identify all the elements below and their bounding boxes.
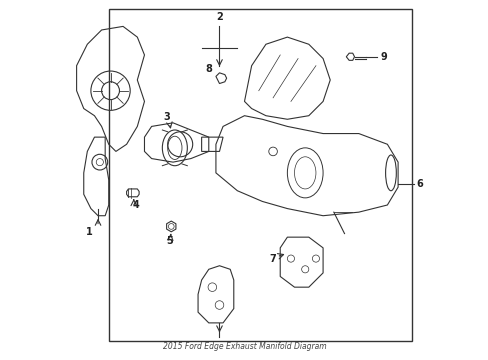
Bar	[108, 9, 411, 341]
Text: 4: 4	[132, 200, 139, 210]
Text: 6: 6	[416, 179, 423, 189]
Text: 5: 5	[166, 237, 172, 247]
Text: 2: 2	[216, 13, 223, 22]
Text: 7: 7	[268, 254, 275, 264]
Text: 9: 9	[380, 52, 386, 62]
Text: 3: 3	[163, 112, 170, 122]
Text: 1: 1	[85, 227, 92, 237]
Text: 8: 8	[205, 64, 212, 73]
Text: 2015 Ford Edge Exhaust Manifold Diagram: 2015 Ford Edge Exhaust Manifold Diagram	[163, 342, 325, 351]
